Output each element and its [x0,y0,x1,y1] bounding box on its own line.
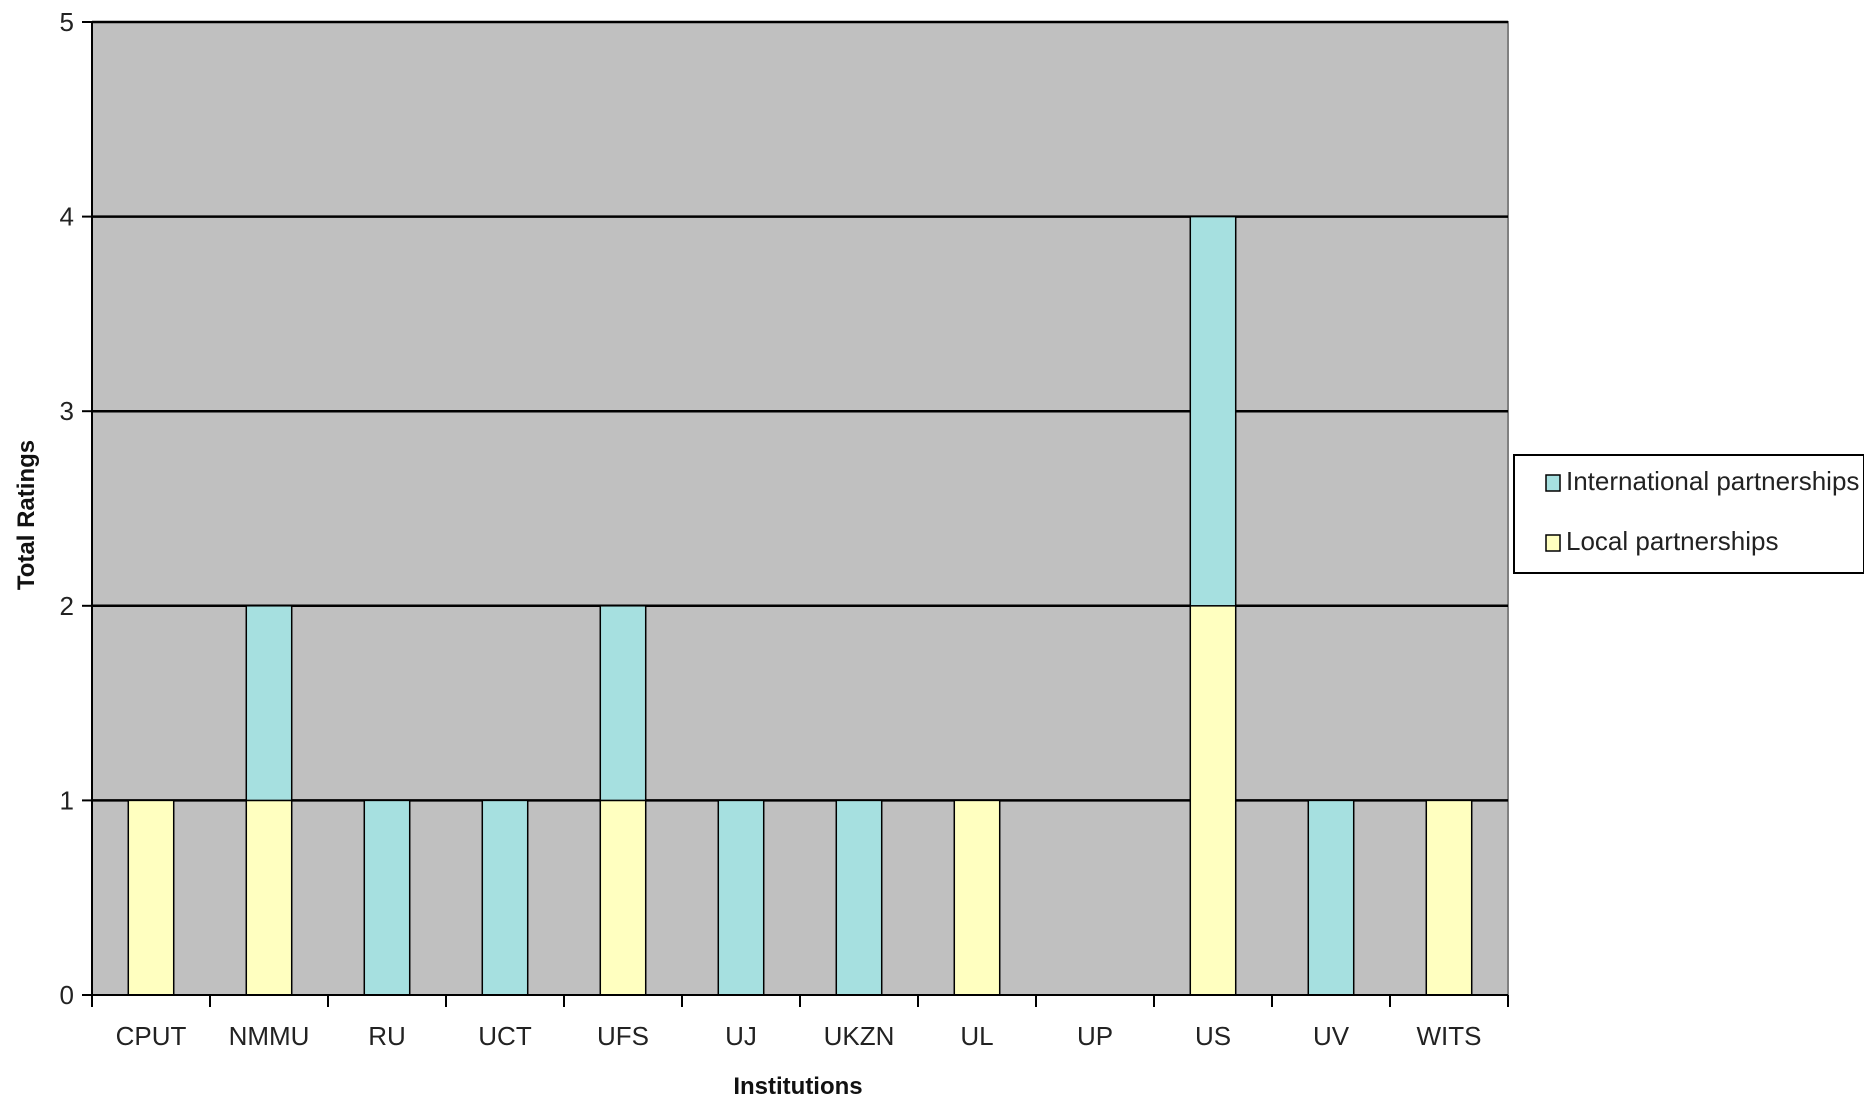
x-axis-title: Institutions [733,1073,862,1100]
x-tick-label: UFS [597,1021,649,1051]
y-tick-label: 4 [60,202,74,232]
x-tick-label: CPUT [116,1021,187,1051]
legend-box [1513,454,1864,574]
bar-ufs-local [599,799,647,996]
legend: International partnerships Local partners… [1513,454,1864,574]
legend-label: International partnerships [1566,466,1859,496]
bar-nmmu-international [245,605,293,802]
bar-us-local [1189,605,1237,996]
bar-us-international [1189,215,1237,607]
bar-cput-local [127,799,175,996]
y-tick-label: 0 [60,980,74,1010]
x-tick-label: UL [960,1021,993,1051]
legend-label: Local partnerships [1566,526,1778,556]
y-tick-label: 1 [60,785,74,815]
x-tick-label: UCT [478,1021,532,1051]
bar-wits-local [1425,799,1473,996]
x-tick-label: UKZN [824,1021,895,1051]
plot-area [91,20,1509,996]
y-axis-title: Total Ratings [13,440,40,590]
legend-swatch [1545,534,1561,552]
x-tick-label: WITS [1417,1021,1482,1051]
bar-uj-international [717,799,765,996]
y-tick-label: 3 [60,396,74,426]
bar-ufs-international [599,605,647,802]
y-tick-label: 5 [60,7,74,37]
x-tick-label: US [1195,1021,1231,1051]
bar-nmmu-local [245,799,293,996]
x-tick-label: RU [368,1021,406,1051]
legend-swatch [1545,474,1561,492]
bar-uv-international [1307,799,1355,996]
y-tick-label: 2 [60,591,74,621]
bar-uct-international [481,799,529,996]
x-tick-label: NMMU [229,1021,310,1051]
x-tick-label: UV [1313,1021,1350,1051]
bars [127,215,1473,996]
x-tick-label: UJ [725,1021,757,1051]
x-tick-label: UP [1077,1021,1113,1051]
bar-ukzn-international [835,799,883,996]
bar-ul-local [953,799,1001,996]
plot-background [91,21,1509,996]
bar-ru-international [363,799,411,996]
axes: 0 1 2 3 4 5 CPUT NMMU RU UCT UFS UJ UKZN UL UP US UV WITS [60,7,1509,1051]
